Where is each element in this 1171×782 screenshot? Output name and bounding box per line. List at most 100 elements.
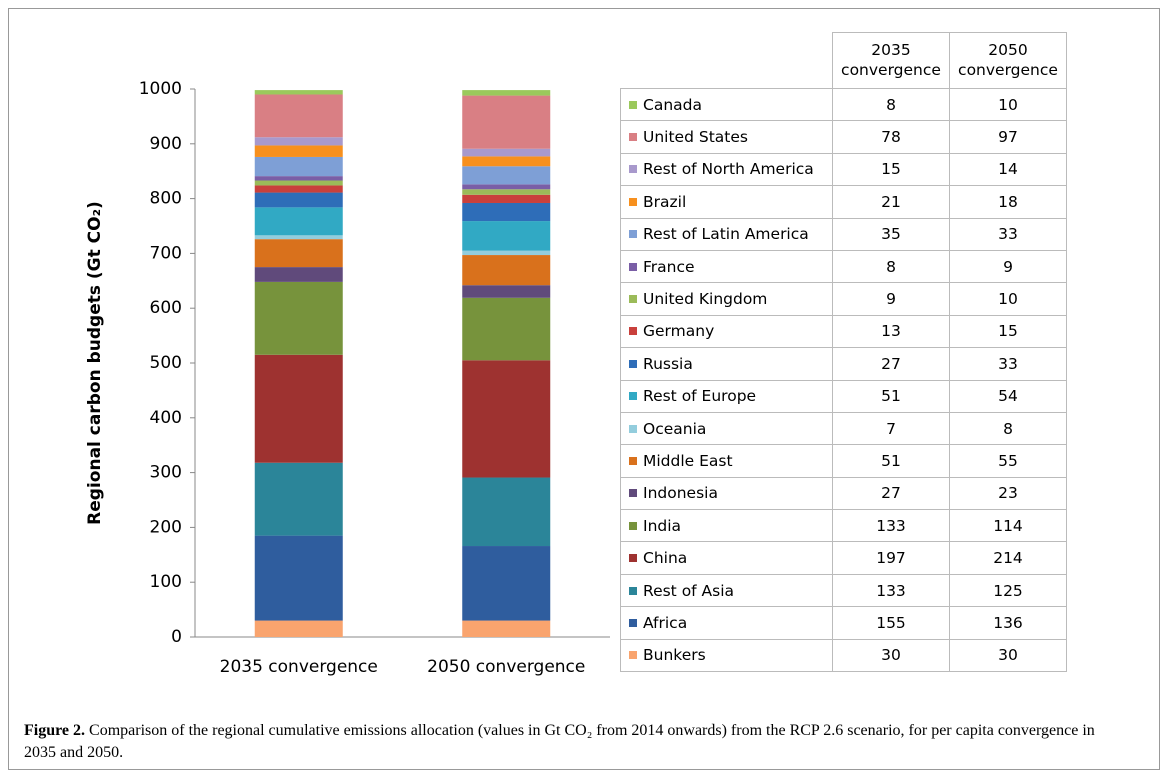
table-row: Russia 27 33 [620, 347, 1067, 381]
value-cell: 78 [832, 120, 950, 154]
legend-cell: China [620, 541, 833, 575]
bar-segment [462, 546, 551, 621]
legend-swatch [629, 521, 637, 530]
value-cell: 51 [832, 379, 950, 413]
table-row: Canada 8 10 [620, 87, 1067, 122]
bar-segment [254, 180, 343, 186]
legend-label: Rest of Latin America [643, 225, 809, 244]
bar-segment [254, 267, 343, 282]
legend-cell: Oceania [620, 411, 833, 446]
bar-segment [254, 239, 343, 268]
table-row: Rest of Asia 133 125 [620, 573, 1067, 608]
legend-label: Rest of North America [643, 160, 814, 179]
legend-cell: Bunkers [620, 638, 833, 673]
table-row: Oceania 7 8 [620, 411, 1067, 446]
legend-cell: Indonesia [620, 476, 833, 511]
legend-swatch [629, 133, 637, 142]
bar-segment [462, 194, 551, 203]
legend-cell: Germany [620, 314, 833, 349]
bar-segment [254, 90, 343, 95]
legend-label: Rest of Europe [643, 387, 757, 406]
legend-label: Middle East [643, 451, 733, 470]
value-cell: 14 [949, 152, 1067, 187]
value-cell: 27 [832, 476, 950, 511]
legend-cell: Russia [620, 347, 833, 381]
value-cell: 27 [832, 347, 950, 381]
value-cell: 97 [949, 120, 1067, 154]
caption: Figure 2. Comparison of the regional cum… [24, 720, 1124, 764]
table-row: Bunkers 30 30 [620, 638, 1067, 673]
y-tick-label: 300 [150, 463, 182, 483]
legend-swatch [629, 456, 637, 465]
value-cell: 8 [832, 249, 950, 284]
legend-swatch [629, 262, 637, 271]
y-tick-label: 0 [171, 627, 182, 647]
value-cell: 30 [832, 638, 950, 673]
bar-segment [462, 184, 551, 190]
legend-swatch [629, 424, 637, 433]
bar-segment [254, 235, 343, 240]
legend-label: Oceania [643, 419, 707, 438]
table-row: Brazil 21 18 [620, 185, 1067, 219]
bar-segment [462, 620, 551, 637]
table-row: Rest of Europe 51 54 [620, 379, 1067, 413]
y-tick-label: 100 [150, 572, 182, 592]
value-cell: 15 [832, 152, 950, 187]
legend-swatch [629, 165, 637, 174]
legend-swatch [629, 554, 637, 563]
bar-segment [462, 90, 551, 96]
x-tick-label: 2050 convergence [427, 657, 585, 677]
legend-swatch [629, 197, 637, 206]
bar-segment [462, 202, 551, 222]
caption-label: Figure 2. [24, 722, 86, 739]
legend-cell: Canada [620, 87, 833, 122]
legend-swatch [629, 586, 637, 595]
x-tick-label: 2035 convergence [220, 657, 378, 677]
bar-segment [462, 255, 551, 286]
value-cell: 197 [832, 541, 950, 575]
table-row: Indonesia 27 23 [620, 476, 1067, 511]
value-cell: 9 [949, 249, 1067, 284]
legend-swatch [629, 359, 637, 368]
legend-label: Indonesia [643, 484, 718, 503]
y-tick-label: 600 [150, 298, 182, 318]
legend-cell: Rest of Asia [620, 573, 833, 608]
legend-swatch [629, 392, 637, 401]
legend-swatch [629, 100, 637, 109]
legend-swatch [629, 295, 637, 304]
bar-segment [462, 221, 551, 251]
caption-text: Comparison of the regional cumulative em… [24, 722, 1095, 761]
legend-label: Brazil [643, 192, 687, 211]
bar-segment [462, 148, 551, 157]
value-cell: 30 [949, 638, 1067, 673]
legend-cell: Rest of Latin America [620, 217, 833, 251]
header-row: 2035 convergence 2050 convergence [620, 32, 1067, 89]
legend-cell: United States [620, 120, 833, 154]
y-axis-label: Regional carbon budgets (Gt CO₂) [85, 201, 105, 525]
bar-segment [462, 166, 551, 185]
legend-label: Canada [643, 95, 702, 114]
legend-label: Russia [643, 354, 693, 373]
bar-segment [462, 250, 551, 256]
table-row: United States 78 97 [620, 120, 1067, 154]
table-row: France 8 9 [620, 249, 1067, 284]
column-header: 2035 convergence [832, 32, 950, 89]
value-cell: 21 [832, 185, 950, 219]
value-cell: 136 [949, 606, 1067, 640]
value-cell: 125 [949, 573, 1067, 608]
table-row: Rest of North America 15 14 [620, 152, 1067, 187]
y-tick-label: 500 [150, 353, 182, 373]
bar-segment [462, 477, 551, 547]
legend-swatch [629, 230, 637, 239]
legend-label: Bunkers [643, 646, 706, 665]
value-cell: 10 [949, 282, 1067, 316]
value-cell: 33 [949, 347, 1067, 381]
bar-segment [254, 207, 343, 236]
bar-segment [254, 94, 343, 138]
legend-cell: India [620, 509, 833, 543]
y-tick-label: 800 [150, 189, 182, 209]
legend-cell: Rest of North America [620, 152, 833, 187]
table-row: Middle East 51 55 [620, 444, 1067, 478]
